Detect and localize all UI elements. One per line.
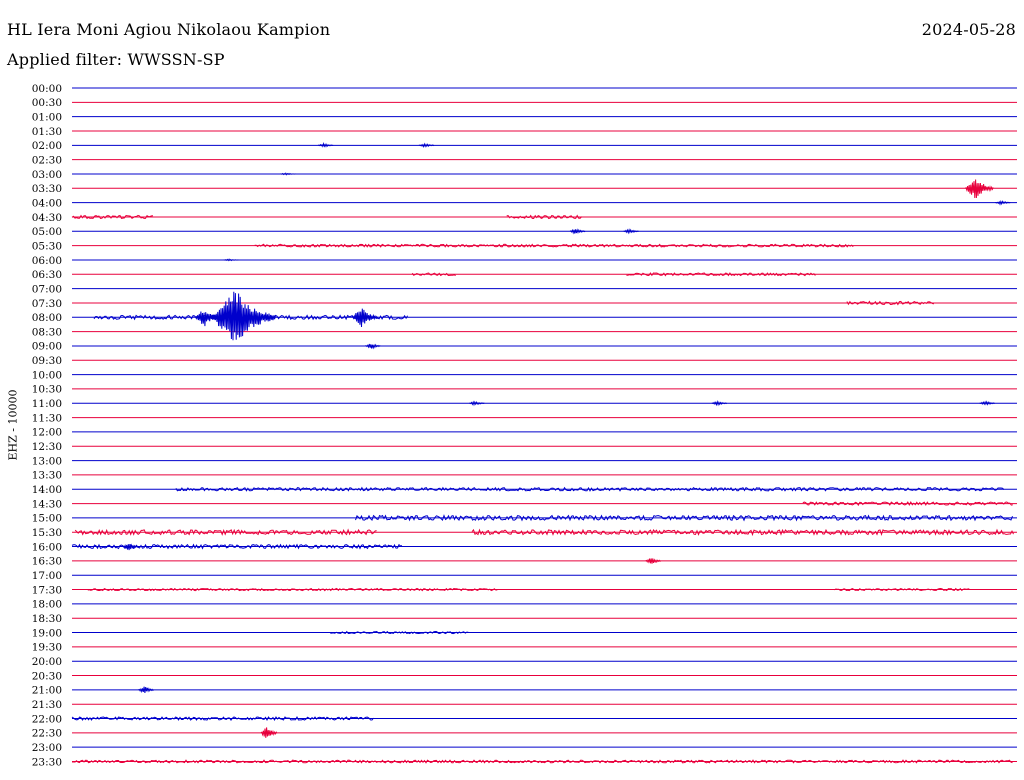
row-tick-label: 05:00 xyxy=(32,226,62,238)
seismic-event xyxy=(122,543,139,551)
noise-band xyxy=(71,759,1013,764)
row-tick-label: 16:30 xyxy=(32,556,62,568)
seismic-event xyxy=(260,727,278,738)
seismic-event xyxy=(365,343,381,350)
row-tick-label: 09:30 xyxy=(32,355,62,367)
row-tick-label: 10:00 xyxy=(32,369,62,381)
row-tick-label: 06:00 xyxy=(32,255,62,267)
noise-band xyxy=(846,300,935,306)
row-tick-label: 18:30 xyxy=(32,613,62,625)
seismic-event xyxy=(645,558,662,564)
seismic-event xyxy=(569,228,586,235)
row-tick-label: 16:00 xyxy=(32,541,62,553)
seismic-event xyxy=(979,400,995,406)
noise-band xyxy=(626,272,816,277)
row-tick-label: 19:30 xyxy=(32,642,62,654)
row-tick-label: 17:00 xyxy=(32,570,62,582)
row-tick-label: 09:00 xyxy=(32,341,62,353)
row-tick-label: 15:00 xyxy=(32,513,62,525)
row-tick-label: 06:30 xyxy=(32,269,62,281)
noise-band xyxy=(71,214,154,220)
noise-band xyxy=(506,214,583,220)
row-tick-label: 15:30 xyxy=(32,527,62,539)
noise-band xyxy=(175,486,1005,492)
row-tick-label: 22:30 xyxy=(32,728,62,740)
row-tick-label: 03:30 xyxy=(32,183,62,195)
row-tick-label: 07:00 xyxy=(32,283,62,295)
row-tick-label: 13:00 xyxy=(32,455,62,467)
seismic-event xyxy=(623,228,639,235)
row-tick-label: 11:30 xyxy=(32,412,62,424)
filter-label: Applied filter: WWSSN-SP xyxy=(7,50,225,69)
noise-band xyxy=(802,501,1013,507)
noise-band xyxy=(71,716,374,722)
row-tick-label: 01:30 xyxy=(32,126,62,138)
row-tick-label: 17:30 xyxy=(32,584,62,596)
row-tick-label: 23:30 xyxy=(32,756,62,768)
noise-band xyxy=(355,514,1013,522)
row-tick-label: 18:00 xyxy=(32,599,62,611)
row-tick-label: 12:30 xyxy=(32,441,62,453)
row-tick-label: 20:30 xyxy=(32,670,62,682)
row-tick-label: 01:00 xyxy=(32,111,62,123)
row-tick-label: 19:00 xyxy=(32,627,62,639)
seismic-event xyxy=(317,142,334,148)
row-tick-label: 05:30 xyxy=(32,240,62,252)
row-tick-label: 00:30 xyxy=(32,97,62,109)
row-tick-label: 14:00 xyxy=(32,484,62,496)
seismic-event xyxy=(965,179,994,199)
station-title: HL Iera Moni Agiou Nikolaou Kampion xyxy=(7,20,331,39)
seismic-event xyxy=(995,200,1011,206)
seismic-event xyxy=(711,399,728,407)
seismic-event xyxy=(138,686,155,694)
row-tick-label: 10:30 xyxy=(32,384,62,396)
row-tick-label: 03:00 xyxy=(32,169,62,181)
row-tick-label: 02:30 xyxy=(32,154,62,166)
row-tick-label: 07:30 xyxy=(32,298,62,310)
noise-band xyxy=(87,587,498,592)
noise-band xyxy=(330,630,469,635)
seismic-event xyxy=(351,308,378,328)
seismic-event xyxy=(223,258,239,262)
row-tick-label: 14:30 xyxy=(32,498,62,510)
row-tick-label: 11:00 xyxy=(32,398,62,410)
noise-band xyxy=(74,528,377,536)
noise-band xyxy=(411,272,456,277)
row-tick-label: 04:00 xyxy=(32,197,62,209)
row-tick-label: 08:00 xyxy=(32,312,62,324)
seismic-event xyxy=(210,291,276,341)
noise-band xyxy=(471,528,1014,537)
row-tick-label: 00:00 xyxy=(32,83,62,95)
row-tick-label: 12:00 xyxy=(32,427,62,439)
row-tick-label: 02:00 xyxy=(32,140,62,152)
seismic-event xyxy=(469,400,485,407)
noise-band xyxy=(834,587,970,592)
row-tick-label: 21:30 xyxy=(32,699,62,711)
row-tick-label: 13:30 xyxy=(32,470,62,482)
noise-band xyxy=(254,243,854,248)
row-tick-label: 08:30 xyxy=(32,326,62,338)
seismic-event xyxy=(418,142,435,149)
row-tick-label: 23:00 xyxy=(32,742,62,754)
record-date: 2024-05-28 xyxy=(921,20,1016,39)
row-tick-label: 20:00 xyxy=(32,656,62,668)
seismic-event xyxy=(280,172,296,176)
row-tick-label: 22:00 xyxy=(32,713,62,725)
row-tick-label: 21:00 xyxy=(32,685,62,697)
seismic-event xyxy=(194,311,219,327)
row-tick-label: 04:30 xyxy=(32,212,62,224)
